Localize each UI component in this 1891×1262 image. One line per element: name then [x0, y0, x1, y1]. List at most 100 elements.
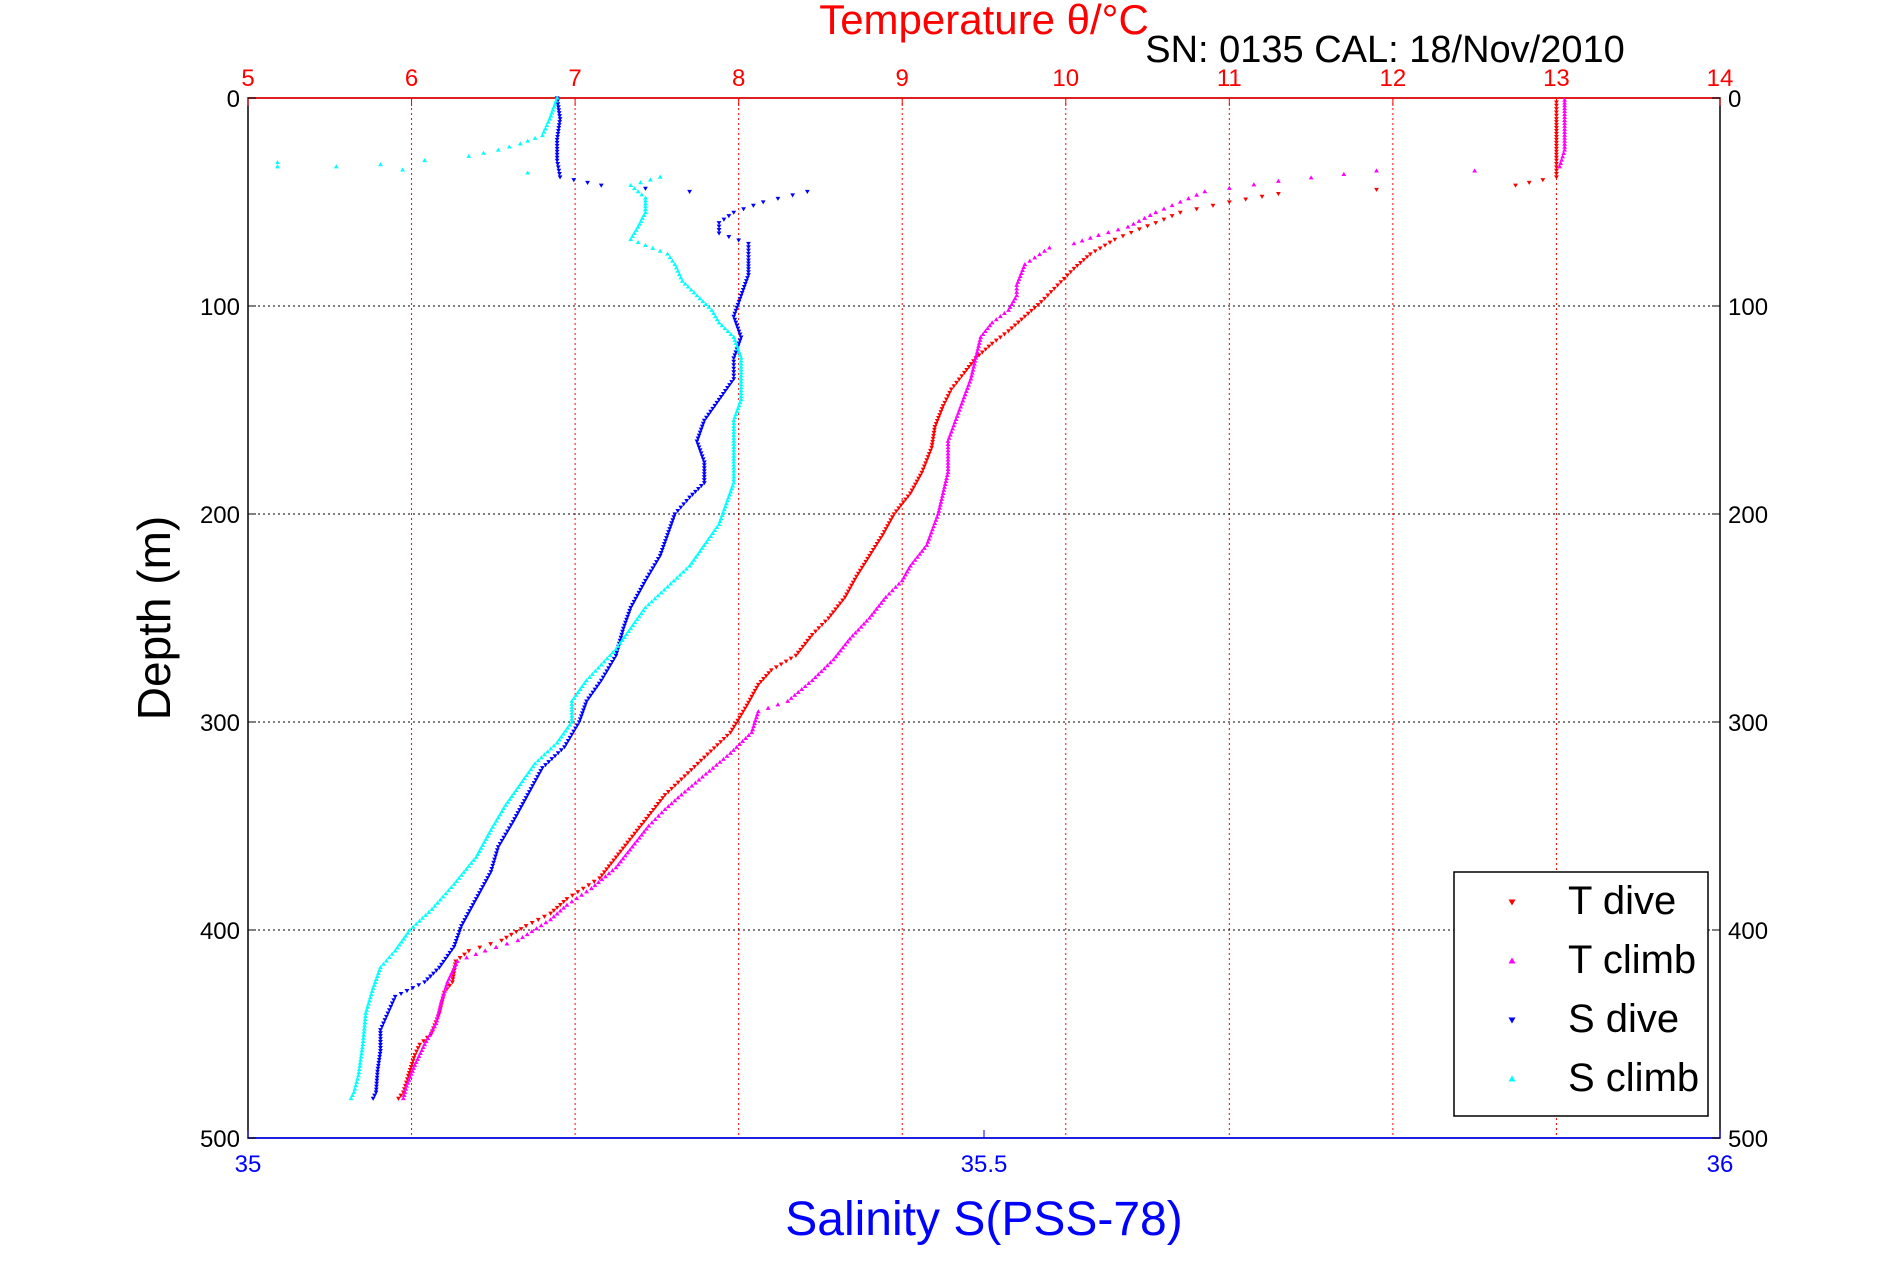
data-point-s-dive	[556, 126, 562, 131]
data-point-s-dive	[398, 991, 404, 997]
data-point-s-climb	[595, 665, 601, 670]
data-point-s-climb	[731, 429, 737, 434]
data-point-t-climb	[1562, 103, 1568, 108]
data-point-t-dive	[1276, 192, 1281, 197]
data-point-s-climb	[689, 560, 695, 565]
data-point-t-dive	[1074, 263, 1080, 269]
data-point-s-climb	[513, 787, 519, 793]
data-point-s-dive	[750, 203, 756, 208]
data-point-s-climb	[619, 637, 625, 642]
data-point-s-climb	[548, 113, 554, 118]
data-point-t-climb	[1153, 210, 1159, 215]
data-point-s-dive	[383, 1014, 389, 1019]
data-point-s-dive	[571, 729, 577, 734]
data-point-s-climb	[731, 453, 737, 458]
data-point-s-climb	[352, 1086, 358, 1091]
data-point-s-dive	[666, 530, 671, 535]
data-point-t-climb	[861, 621, 867, 626]
data-point-t-dive	[809, 632, 815, 638]
data-point-t-dive	[1071, 266, 1077, 271]
data-point-s-dive	[731, 363, 737, 368]
data-point-t-dive	[1065, 273, 1070, 278]
data-point-t-climb	[822, 666, 827, 671]
data-point-t-dive	[1554, 126, 1559, 131]
data-point-t-climb	[945, 448, 951, 453]
data-point-t-dive	[1120, 234, 1126, 239]
data-point-t-climb	[904, 569, 910, 574]
data-point-s-climb	[738, 358, 744, 363]
data-point-t-climb	[1562, 117, 1568, 122]
data-point-s-climb	[361, 1035, 366, 1040]
data-point-s-climb	[483, 836, 489, 841]
data-point-s-dive	[733, 350, 739, 355]
data-point-s-dive	[574, 723, 580, 728]
data-point-s-climb	[658, 590, 664, 595]
data-point-t-climb	[493, 944, 499, 950]
data-point-t-dive	[1112, 237, 1118, 242]
data-point-s-dive	[733, 308, 739, 313]
data-point-s-dive	[506, 826, 512, 831]
data-point-s-climb	[381, 961, 386, 966]
legend-marker-s-dive	[1508, 1017, 1516, 1024]
data-point-t-climb	[1011, 299, 1016, 304]
data-point-t-climb	[842, 642, 848, 647]
data-point-t-climb	[1027, 258, 1033, 263]
data-point-s-climb	[275, 160, 280, 165]
data-point-s-climb	[731, 423, 737, 429]
data-point-s-dive	[696, 433, 702, 438]
data-point-t-dive	[798, 647, 803, 652]
data-point-s-dive	[643, 578, 648, 583]
data-point-t-climb	[606, 871, 612, 876]
data-point-t-climb	[686, 786, 691, 791]
data-point-t-dive	[876, 539, 882, 544]
data-point-s-dive	[375, 1066, 381, 1071]
data-point-s-climb	[509, 793, 515, 798]
data-point-t-dive	[891, 512, 897, 517]
data-point-s-climb	[592, 668, 598, 673]
data-point-s-climb	[550, 107, 556, 112]
data-point-s-climb	[706, 536, 711, 541]
data-point-s-dive	[513, 814, 519, 819]
data-point-t-dive	[611, 858, 617, 863]
data-point-t-dive	[976, 353, 982, 358]
data-point-s-dive	[392, 994, 398, 999]
data-point-s-dive	[714, 400, 720, 405]
data-point-t-dive	[966, 365, 972, 370]
data-point-t-dive	[849, 583, 854, 588]
data-point-t-dive	[1015, 320, 1021, 325]
data-point-t-dive	[601, 870, 607, 875]
data-point-s-climb	[735, 406, 741, 411]
data-point-t-dive	[575, 890, 581, 895]
data-point-t-climb	[561, 905, 567, 910]
data-point-s-dive	[596, 681, 602, 686]
data-point-t-dive	[564, 897, 570, 902]
data-point-s-climb	[722, 326, 728, 331]
data-point-s-climb	[548, 746, 554, 751]
data-point-t-dive	[450, 977, 456, 982]
data-point-t-dive	[650, 807, 656, 813]
data-point-t-dive	[914, 479, 920, 484]
data-point-t-dive	[1097, 246, 1103, 251]
data-point-t-dive	[660, 796, 666, 801]
data-point-s-dive	[641, 581, 647, 586]
data-point-s-climb	[635, 224, 641, 229]
data-point-t-dive	[615, 852, 621, 857]
data-point-s-climb	[378, 162, 383, 167]
data-point-t-climb	[951, 423, 957, 428]
data-point-t-dive	[1554, 140, 1559, 145]
data-point-s-climb	[649, 599, 655, 604]
data-point-t-climb	[724, 753, 730, 758]
data-point-s-climb	[547, 116, 553, 121]
data-point-s-climb	[582, 680, 587, 686]
data-point-s-dive	[555, 165, 561, 170]
data-point-s-dive	[557, 172, 562, 177]
data-point-s-climb	[700, 299, 706, 304]
data-point-s-climb	[554, 95, 560, 100]
data-point-t-climb	[1115, 227, 1121, 232]
data-point-s-dive	[736, 299, 742, 304]
data-point-t-climb	[997, 314, 1003, 319]
data-point-t-climb	[987, 323, 993, 328]
data-point-s-dive	[376, 1057, 382, 1062]
data-point-t-climb	[893, 584, 899, 589]
data-point-t-climb	[961, 395, 967, 400]
